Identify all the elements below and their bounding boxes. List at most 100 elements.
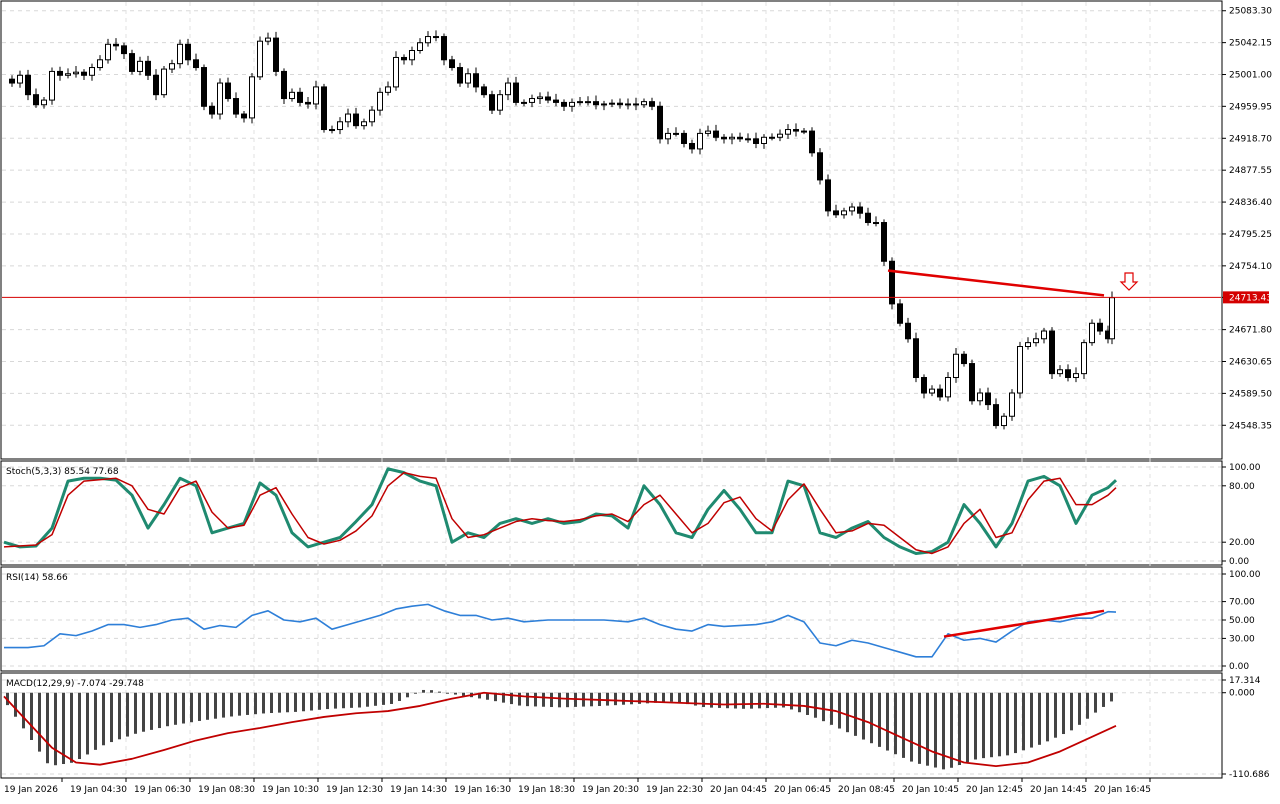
candle-bullish [1001,415,1007,427]
candle-bearish [657,105,663,140]
candle-bullish [929,388,935,394]
candle-bullish [801,130,807,133]
candle-bearish [201,67,207,107]
macd-histogram-bar [534,692,537,707]
candle-bearish [649,101,655,107]
price-tick-label: 24589.50 [1229,389,1272,399]
macd-histogram-bar [446,692,449,694]
macd-histogram-bar [606,692,609,706]
candle-bullish [873,222,879,225]
candle-bullish [785,129,791,135]
candle-bearish [81,71,87,76]
level-label: 80.00 [1229,482,1255,492]
macd-histogram-bar [774,692,777,708]
price-tick-label: 24877.55 [1229,166,1272,176]
macd-histogram-bar [438,691,441,693]
macd-histogram-bar [902,692,905,758]
candle-bullish [1109,297,1115,340]
stochastic-pane: 100.00 80.00 20.00 0.00 [2,463,1261,567]
macd-histogram-bar [846,692,849,733]
macd-histogram-bar [766,692,769,709]
macd-histogram-bar [1062,692,1065,735]
macd-histogram-bar [878,692,881,747]
candle-bearish [889,260,895,305]
level-label: 0.00 [1229,662,1249,672]
macd-histogram-bar [862,692,865,740]
candle-bearish [153,74,159,96]
candle-bearish [441,36,447,61]
macd-histogram-bar [646,692,649,704]
macd-histogram-bar [430,690,433,693]
candle-bearish [921,377,927,394]
macd-histogram-bar [78,692,81,760]
macd-histogram-bar [1046,692,1049,742]
candle-bullish [697,132,703,150]
macd-histogram-bar [926,692,929,766]
time-tick-label: 19 Jan 10:30 [262,785,319,795]
macd-histogram-bar [366,692,369,707]
candle-bullish [289,91,295,100]
candle-bullish [1017,346,1023,394]
candle-bearish [233,98,239,115]
price-tick-label: 24795.25 [1229,230,1272,240]
overlays: 24713.43 [2,269,1272,304]
candle-bullish [841,210,847,216]
rsi-label: RSI(14) 58.66 [6,573,68,583]
macd-histogram-bar [54,692,57,766]
candle-bearish [449,59,455,69]
candle-bullish [177,43,183,65]
macd-histogram-bar [518,692,521,706]
macd-histogram-bar [190,692,193,723]
level-label: 100.00 [1229,570,1261,580]
candle-bullish [417,42,423,51]
candle-bearish [241,113,247,119]
time-tick-label: 20 Jan 08:45 [838,785,895,795]
time-tick-label: 20 Jan 16:45 [1094,785,1151,795]
price-tick-label: 24671.80 [1229,326,1272,336]
macd-histogram-bar [422,689,425,693]
candle-bullish [849,206,855,212]
candle-bearish [593,101,599,106]
price-tick-label: 24548.35 [1229,421,1272,431]
candle-bullish [673,132,679,135]
candle-bearish [865,212,871,224]
candle-bullish [17,74,23,84]
candle-bullish [49,70,55,101]
candle-bearish [57,70,63,76]
macd-histogram-bar [1110,692,1113,702]
macd-histogram-bar [830,692,833,725]
macd-histogram-bar [462,692,465,696]
macd-histogram-bar [894,692,897,755]
candle-bearish [25,74,31,96]
price-tick-label: 24630.65 [1229,358,1272,368]
candle-bearish [1097,322,1103,332]
macd-histogram-bar [934,692,937,768]
macd-histogram-bar [742,692,745,709]
macd-histogram-bar [1038,692,1041,745]
candle-bearish [905,322,911,340]
macd-histogram-bar [390,692,393,704]
candle-bullish [161,68,167,96]
macd-histogram-bar [70,692,73,763]
macd-histogram-bar [638,692,641,704]
candle-bearish [793,129,799,132]
macd-histogram-bar [342,692,345,709]
candle-bullish [953,353,959,379]
macd-histogram-bar [62,692,65,765]
candle-bullish [41,99,47,106]
candle-bearish [33,94,39,106]
macd-histogram-bar [854,692,857,736]
macd-histogram-bar [198,692,201,721]
macd-histogram-bar [398,692,401,701]
candle-bullish [1033,338,1039,344]
candle-bullish [361,121,367,127]
macd-histogram-bar [1102,692,1105,707]
candle-bearish [1049,330,1055,375]
macd-histogram-bar [670,692,673,702]
macd-histogram-bar [302,692,305,712]
price-tick-label: 24754.10 [1229,262,1272,272]
macd-histogram-bar [886,692,889,751]
candle-bullish [729,136,735,140]
